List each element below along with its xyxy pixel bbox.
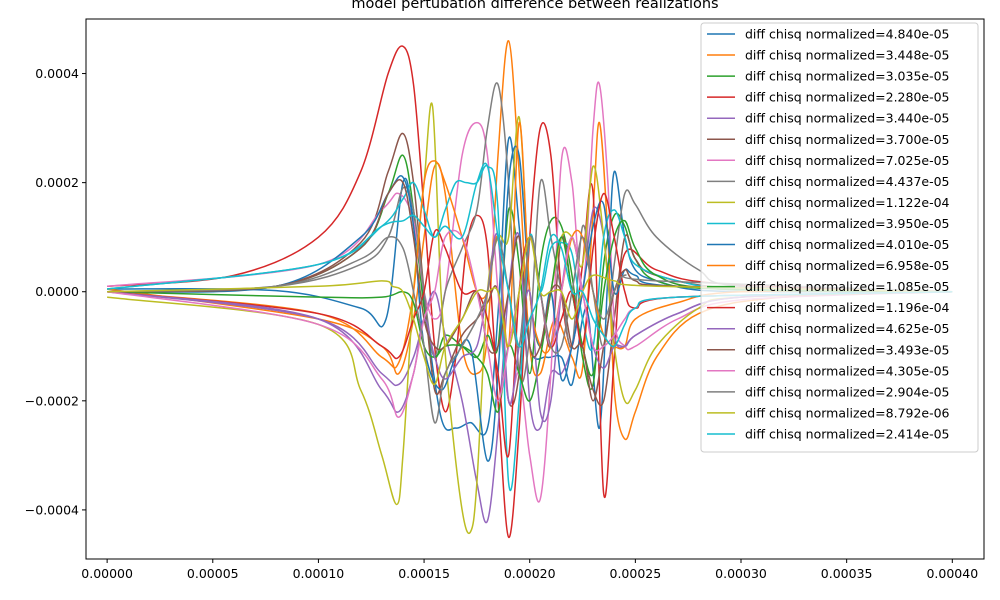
y-tick-label: −0.0002 [25,393,79,408]
x-tick-label: 0.00020 [504,566,556,581]
x-tick-label: 0.00030 [715,566,767,581]
series-line-4 [107,45,953,538]
x-tick-label: 0.00010 [293,566,345,581]
series-line-19 [107,236,953,386]
legend-label: diff chisq normalized=8.792e-06 [745,405,950,420]
x-tick-label: 0.00040 [926,566,978,581]
plot-frame [85,18,985,560]
legend-label: diff chisq normalized=4.840e-05 [745,27,950,42]
y-tick-label: 0.0000 [35,284,79,299]
legend-label: diff chisq normalized=1.085e-05 [745,279,950,294]
legend-label: diff chisq normalized=2.280e-05 [745,90,950,105]
x-tick-label: 0.00025 [610,566,662,581]
series-layer [107,40,953,538]
legend-label: diff chisq normalized=3.448e-05 [745,48,950,63]
series-line-12 [107,121,953,369]
legend-box [700,22,979,453]
legend-label: diff chisq normalized=3.700e-05 [745,132,950,147]
x-tick-label: 0.00000 [81,566,133,581]
legend-label: diff chisq normalized=6.958e-05 [745,258,950,273]
legend: diff chisq normalized=4.840e-05 diff chis… [700,22,979,453]
series-line-13 [107,219,953,413]
series-line-20 [107,162,953,348]
series-line-8 [107,82,953,384]
series-line-3 [107,154,953,391]
chart-title: model pertubation difference between rea… [351,0,718,12]
legend-label: diff chisq normalized=2.414e-05 [745,426,950,441]
series-line-9 [107,102,953,535]
legend-label: diff chisq normalized=1.196e-04 [745,300,950,315]
legend-label: diff chisq normalized=3.493e-05 [745,342,950,357]
legend-label: diff chisq normalized=4.305e-05 [745,363,950,378]
legend-label: diff chisq normalized=1.122e-04 [745,195,950,210]
legend-label: diff chisq normalized=3.950e-05 [745,216,950,231]
legend-label: diff chisq normalized=7.025e-05 [745,153,950,168]
legend-label: diff chisq normalized=3.440e-05 [745,111,950,126]
legend-label: diff chisq normalized=4.625e-05 [745,321,950,336]
legend-label: diff chisq normalized=2.904e-05 [745,384,950,399]
x-tick-label: 0.00035 [821,566,873,581]
legend-label: diff chisq normalized=4.437e-05 [745,174,950,189]
legend-label: diff chisq normalized=4.010e-05 [745,237,950,252]
x-tick-label: 0.00015 [398,566,450,581]
series-line-6 [107,132,953,407]
y-tick-label: −0.0004 [25,502,79,517]
y-tick-label: 0.0002 [35,175,79,190]
legend-label: diff chisq normalized=3.035e-05 [745,69,950,84]
x-tick-label: 0.00005 [187,566,239,581]
series-line-10 [107,164,953,492]
y-tick-label: 0.0004 [35,66,79,81]
axes-layer: 0.00000 0.00005 0.00010 0.00015 0.00020 0.000… [25,66,978,581]
